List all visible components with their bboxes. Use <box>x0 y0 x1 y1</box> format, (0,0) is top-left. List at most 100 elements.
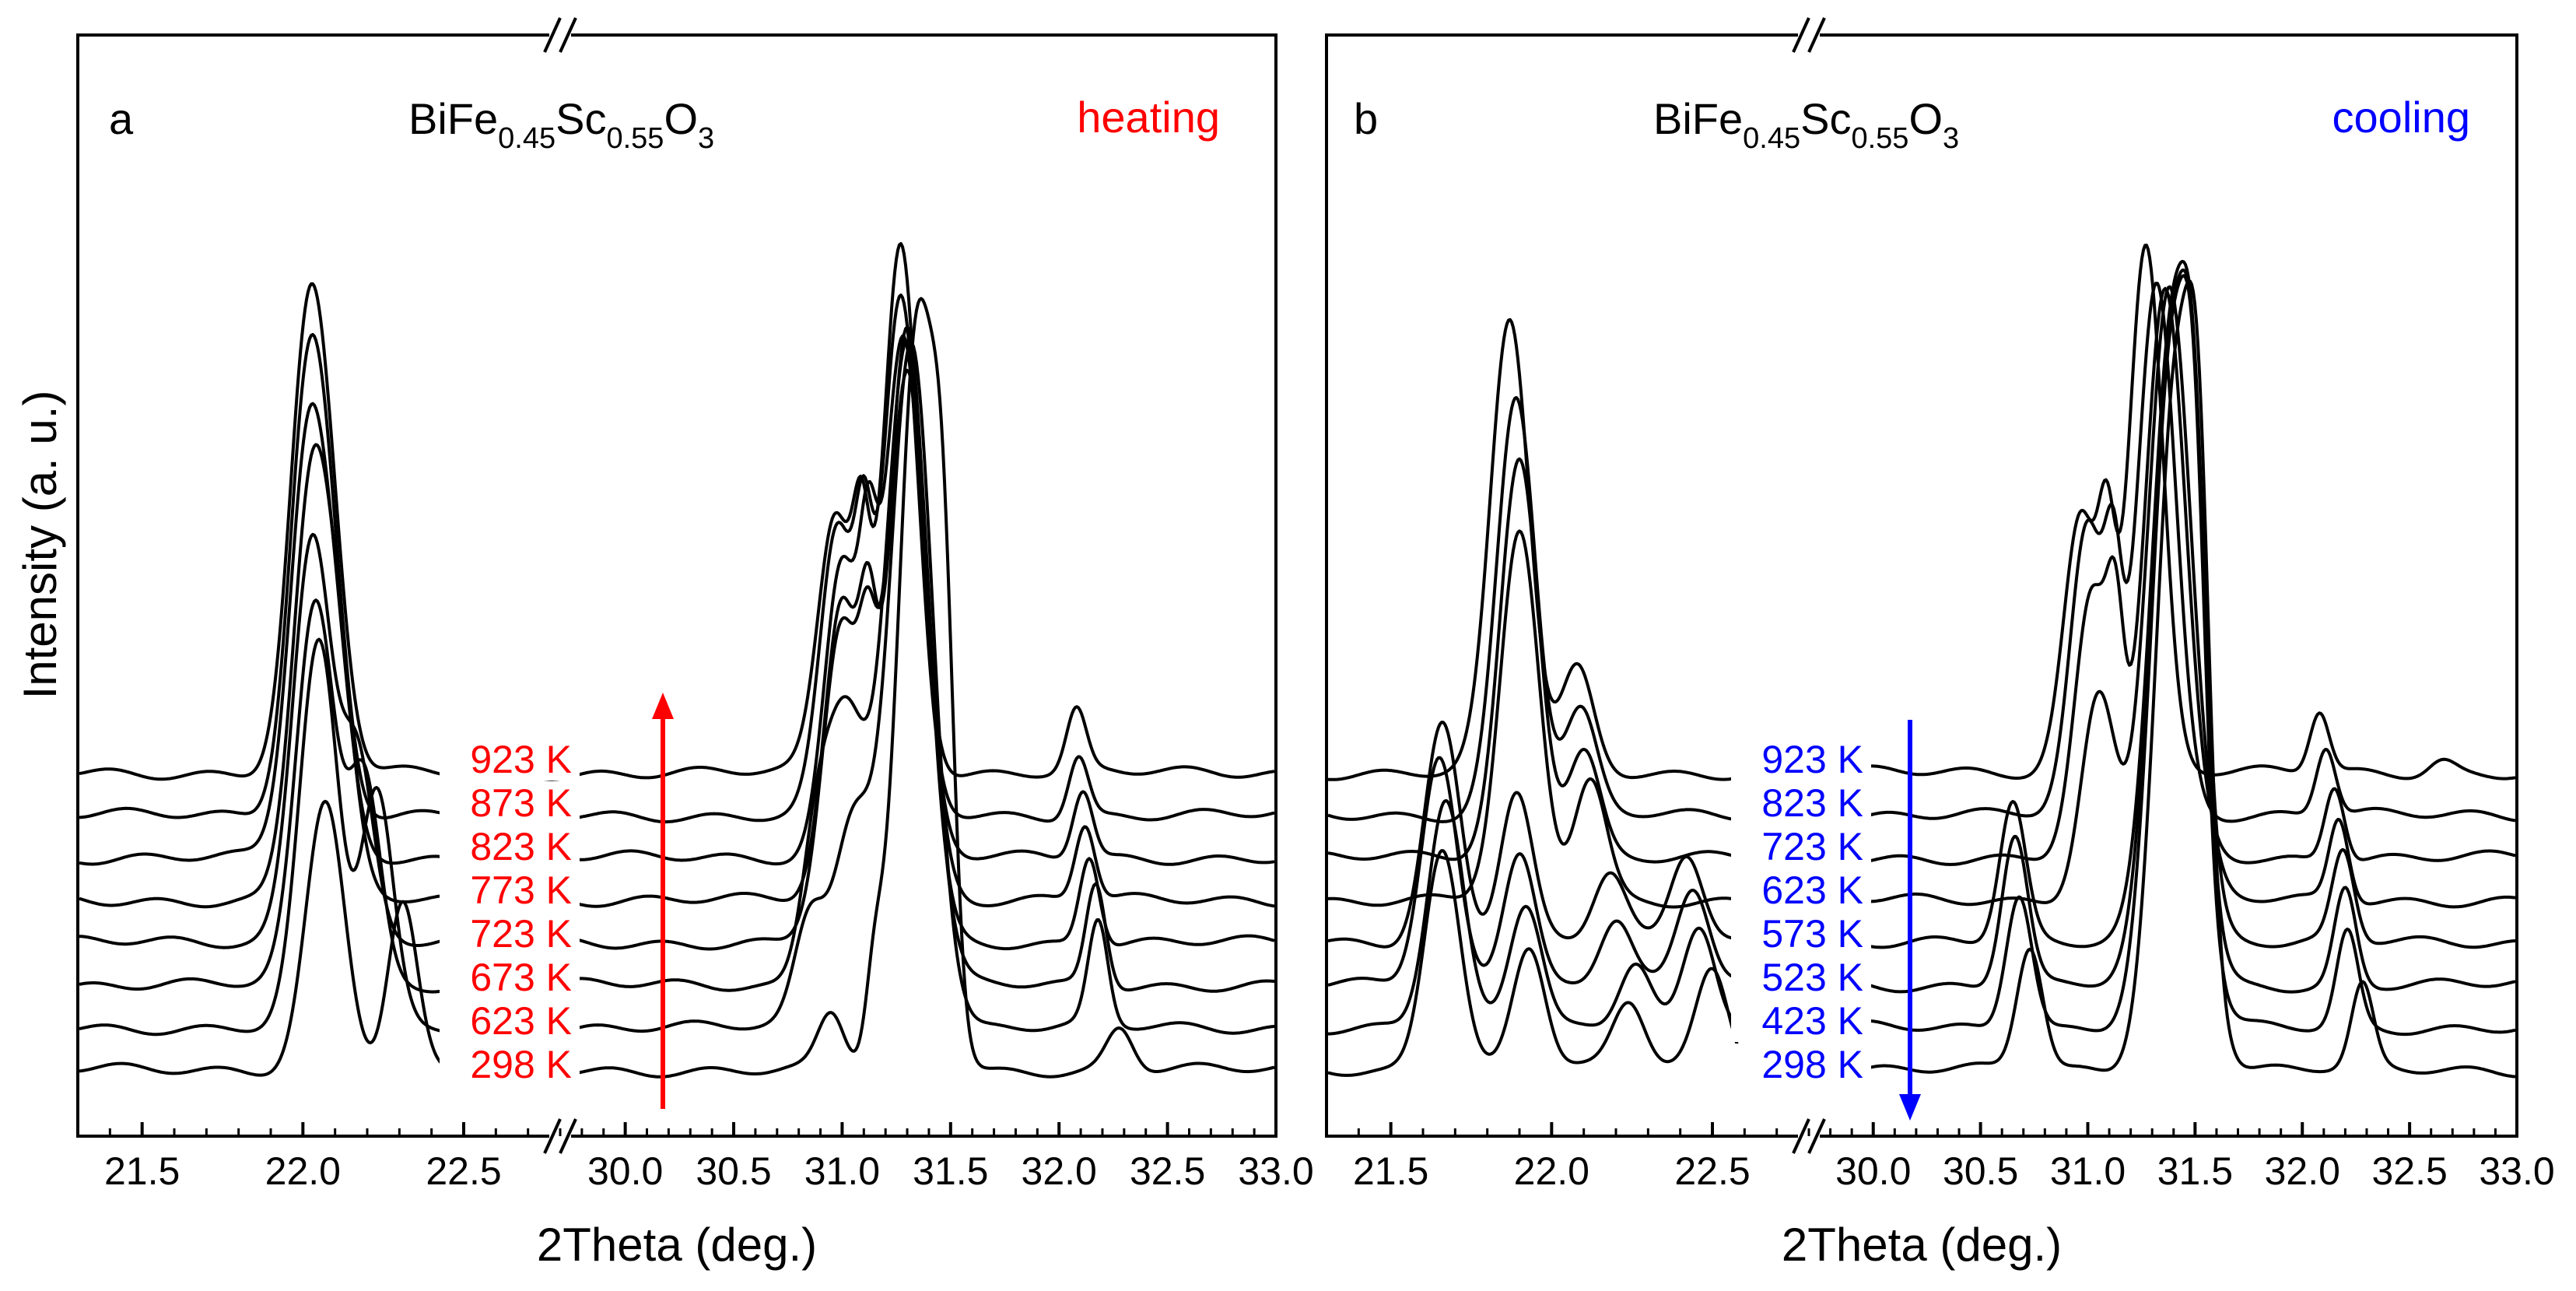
temperature-label-bg <box>1731 782 1871 824</box>
panel-b-arrow <box>1899 720 1921 1121</box>
temperature-label: 873 K <box>470 781 572 825</box>
xrd-curve-773k <box>79 368 1275 909</box>
temperature-label: 298 K <box>470 1043 572 1086</box>
temperature-label-bg <box>440 913 580 955</box>
temperature-label: 923 K <box>470 738 572 781</box>
x-tick-label: 21.5 <box>1353 1149 1428 1193</box>
direction-arrow-head <box>1899 1094 1921 1121</box>
panel-a: 21.5 22.0 22.5 30.0 30.5 31.0 31.5 32.0 32.5 33.0… <box>76 17 1314 1271</box>
x-tick-label: 30.0 <box>587 1149 663 1193</box>
temperature-label-bg <box>1731 1000 1871 1042</box>
temperature-label: 723 K <box>1761 825 1863 868</box>
panel-a-plot-frame <box>76 33 1277 1138</box>
temperature-label: 623 K <box>470 999 572 1043</box>
x-tick-label: 32.0 <box>1022 1149 1097 1193</box>
x-tick-label: 22.0 <box>265 1149 341 1193</box>
temperature-label-bg <box>440 956 580 998</box>
axis-break-slash <box>559 1118 577 1154</box>
temperature-label-bg <box>440 738 580 781</box>
x-tick-label: 31.0 <box>2050 1149 2126 1193</box>
axis-break-slash <box>1807 1118 1826 1154</box>
panel-b-curves <box>1327 244 2516 1079</box>
x-tick-label: 31.5 <box>913 1149 988 1193</box>
x-tick-label: 32.5 <box>2371 1149 2447 1193</box>
panel-b-compound: BiFe0.45Sc0.55O3 <box>1653 94 1959 155</box>
x-tick-label: 32.0 <box>2265 1149 2340 1193</box>
x-tick-label: 30.5 <box>696 1149 771 1193</box>
temperature-label: 673 K <box>470 956 572 999</box>
temperature-label-bg <box>1731 826 1871 868</box>
xrd-curve-523k <box>1327 268 2516 994</box>
xrd-curve-298k <box>79 296 1275 1079</box>
panel-a-arrow <box>652 693 674 1109</box>
x-tick-label: 31.0 <box>804 1149 880 1193</box>
xrd-curve-723k <box>1327 286 2516 866</box>
xrd-curve-298k <box>1327 279 2516 1079</box>
temperature-label: 823 K <box>470 825 572 868</box>
axis-break-slash <box>543 1118 562 1154</box>
temperature-label-bg <box>440 782 580 824</box>
x-tick-label: 30.0 <box>1835 1149 1911 1193</box>
temperature-label-bg <box>1731 738 1871 781</box>
temperature-label: 523 K <box>1761 956 1863 999</box>
panel-a-mode-label: heating <box>1077 93 1220 142</box>
xrd-curve-573k <box>1327 259 2516 951</box>
xrd-curve-823k <box>79 334 1275 866</box>
xrd-curve-923k <box>79 242 1275 781</box>
panel-b-x-ticks: 21.5 22.0 22.5 30.0 30.5 31.0 31.5 32.0 32.5 33.0 <box>1325 1122 2555 1193</box>
x-tick-label: 22.0 <box>1514 1149 1589 1193</box>
temperature-label: 298 K <box>1761 1043 1863 1086</box>
panel-a-compound: BiFe0.45Sc0.55O3 <box>408 94 714 155</box>
direction-arrow-head <box>652 693 674 719</box>
temperature-label-bg <box>440 1044 580 1086</box>
axis-break-slash <box>1792 1118 1810 1154</box>
panel-b: 21.5 22.0 22.5 30.0 30.5 31.0 31.5 32.0 32.5 33.0… <box>1325 17 2555 1271</box>
temperature-label-bg <box>1731 1044 1871 1086</box>
temperature-label: 423 K <box>1761 999 1863 1043</box>
panel-a-x-ticks: 21.5 22.0 22.5 30.0 30.5 31.0 31.5 32.0 32.5 33.0 <box>76 1122 1314 1193</box>
panel-b-x-axis-label: 2Theta (deg.) <box>1782 1219 2062 1271</box>
xrd-curve-423k <box>1327 274 2516 1037</box>
panel-a-axis-break <box>543 17 577 1154</box>
x-tick-label: 33.0 <box>1238 1149 1313 1193</box>
x-tick-label: 21.5 <box>104 1149 180 1193</box>
axis-break-slash <box>543 17 562 53</box>
x-tick-label: 22.5 <box>426 1149 501 1193</box>
xrd-curve-723k <box>79 325 1275 951</box>
panel-a-x-axis-label: 2Theta (deg.) <box>537 1219 817 1271</box>
temperature-label: 723 K <box>470 912 572 956</box>
xrd-curve-623k <box>79 341 1275 1037</box>
panel-b-plot-frame <box>1325 33 2518 1138</box>
axis-break-slash <box>1807 17 1826 53</box>
xrd-curve-673k <box>79 339 1275 994</box>
xrd-curve-623k <box>1327 285 2516 909</box>
panel-b-label: b <box>1354 94 1378 143</box>
temperature-label: 623 K <box>1761 868 1863 912</box>
temperature-label: 823 K <box>1761 781 1863 825</box>
temperature-label-bg <box>440 826 580 868</box>
panel-b-axis-break <box>1792 17 1826 1154</box>
temperature-label: 923 K <box>1761 738 1863 781</box>
x-tick-label: 31.5 <box>2157 1149 2233 1193</box>
axis-break-slash <box>559 17 577 53</box>
xrd-curve-923k <box>1327 244 2516 781</box>
axis-break-slash <box>1792 17 1810 53</box>
temperature-label-bg <box>440 869 580 911</box>
temperature-label: 573 K <box>1761 912 1863 956</box>
x-tick-label: 33.0 <box>2479 1149 2554 1193</box>
x-tick-label: 22.5 <box>1674 1149 1750 1193</box>
temperature-label: 773 K <box>470 868 572 912</box>
temperature-label-bg <box>440 1000 580 1042</box>
y-axis-label: Intensity (a. u.) <box>14 391 66 700</box>
panel-a-curves <box>79 242 1275 1079</box>
panel-b-mode-label: cooling <box>2332 93 2470 142</box>
x-tick-label: 32.5 <box>1130 1149 1205 1193</box>
xrd-curve-873k <box>79 293 1275 824</box>
temperature-label-bg <box>1731 956 1871 998</box>
temperature-label-bg <box>1731 913 1871 955</box>
x-tick-label: 30.5 <box>1943 1149 2018 1193</box>
temperature-label-bg <box>1731 869 1871 911</box>
